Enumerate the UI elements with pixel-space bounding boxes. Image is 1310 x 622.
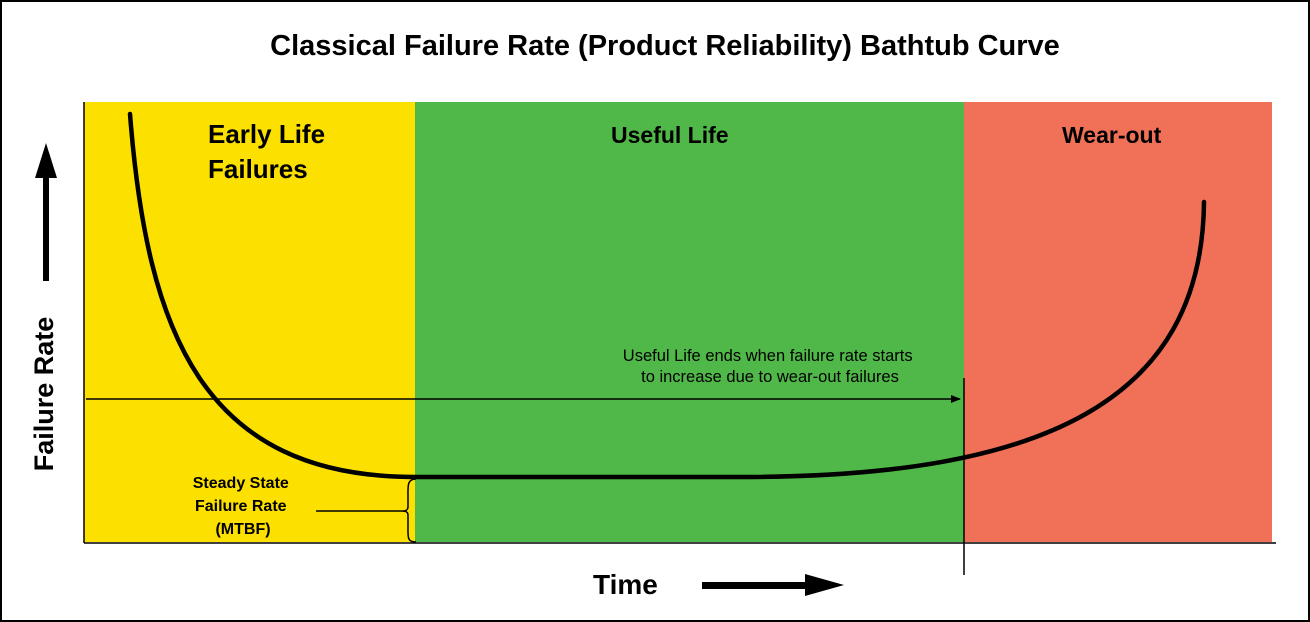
zone-wear-out xyxy=(964,102,1272,542)
zone-label-useful-life-line-1: Useful Life xyxy=(611,122,729,148)
zone-label-useful-life: Useful Life xyxy=(611,122,729,148)
useful-life-end-note-line-2: to increase due to wear-out failures xyxy=(641,368,899,386)
zone-label-early-life-line-1: Early Life xyxy=(208,119,325,149)
bathtub-curve xyxy=(127,111,1207,480)
steady-state-note-line-2: Failure Rate xyxy=(195,498,287,515)
y-axis-arrow-head xyxy=(35,143,57,178)
useful-life-end-note-line-1: Useful Life ends when failure rate start… xyxy=(623,347,913,365)
zone-useful-life xyxy=(415,102,964,542)
x-axis-arrow-head xyxy=(805,574,844,596)
zone-early-life xyxy=(84,102,415,542)
zone-label-early-life-line-2: Failures xyxy=(208,154,308,184)
x-axis-title: Time xyxy=(593,569,658,600)
useful-life-end-note: Useful Life ends when failure rate start… xyxy=(623,347,917,386)
x-axis-arrow-shaft xyxy=(702,582,809,589)
diagram-title: Classical Failure Rate (Product Reliabil… xyxy=(270,30,1060,62)
steady-state-note: Steady State Failure Rate (MTBF) xyxy=(193,475,294,538)
y-axis-arrow-shaft xyxy=(43,174,49,281)
y-axis-title: Failure Rate xyxy=(29,317,59,472)
zone-label-early-life: Early Life Failures xyxy=(208,119,332,184)
zone-label-wear-out: Wear-out xyxy=(1062,122,1162,148)
zone-label-wear-out-line-1: Wear-out xyxy=(1062,122,1162,148)
steady-state-note-line-1: Steady State xyxy=(193,475,289,492)
steady-state-note-line-3: (MTBF) xyxy=(215,521,270,538)
